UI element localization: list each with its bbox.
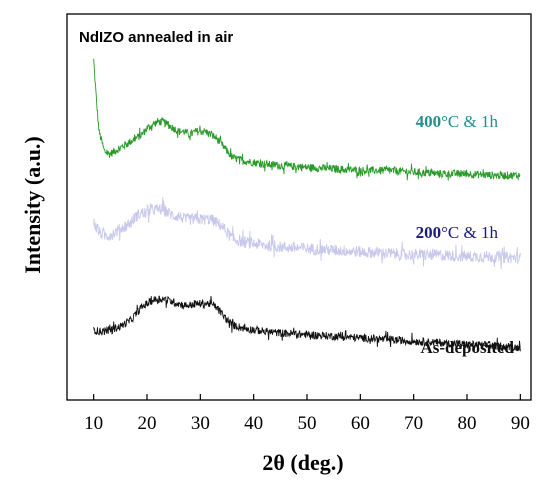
series-line-1 <box>93 197 521 270</box>
series-layer <box>93 58 521 353</box>
x-tick-label: 30 <box>191 413 210 434</box>
x-tick-label: 10 <box>84 413 103 434</box>
series-label-layer: 400°C & 1h 200°C & 1h As-deposited <box>416 112 515 357</box>
x-tick-label: 20 <box>138 413 157 434</box>
x-tick-label: 60 <box>351 413 370 434</box>
series-label-2: As-deposited <box>420 338 514 357</box>
series-label-0: 400°C & 1h <box>416 112 499 131</box>
chart-title: NdIZO annealed in air <box>79 29 233 46</box>
series-line-2 <box>93 295 521 353</box>
x-axis-ticks: 10 20 30 40 50 60 70 80 90 <box>84 394 530 434</box>
plot-frame <box>66 13 532 401</box>
series-line-0 <box>93 58 521 181</box>
x-tick-label: 70 <box>404 413 423 434</box>
x-tick-label: 90 <box>511 413 530 434</box>
y-axis-title: Intensity (a.u.) <box>20 136 45 274</box>
x-tick-label: 50 <box>298 413 317 434</box>
series-label-1: 200°C & 1h <box>416 223 499 242</box>
x-axis-title: 2θ (deg.) <box>262 450 343 475</box>
x-tick-label: 40 <box>244 413 263 434</box>
x-tick-label: 80 <box>458 413 477 434</box>
